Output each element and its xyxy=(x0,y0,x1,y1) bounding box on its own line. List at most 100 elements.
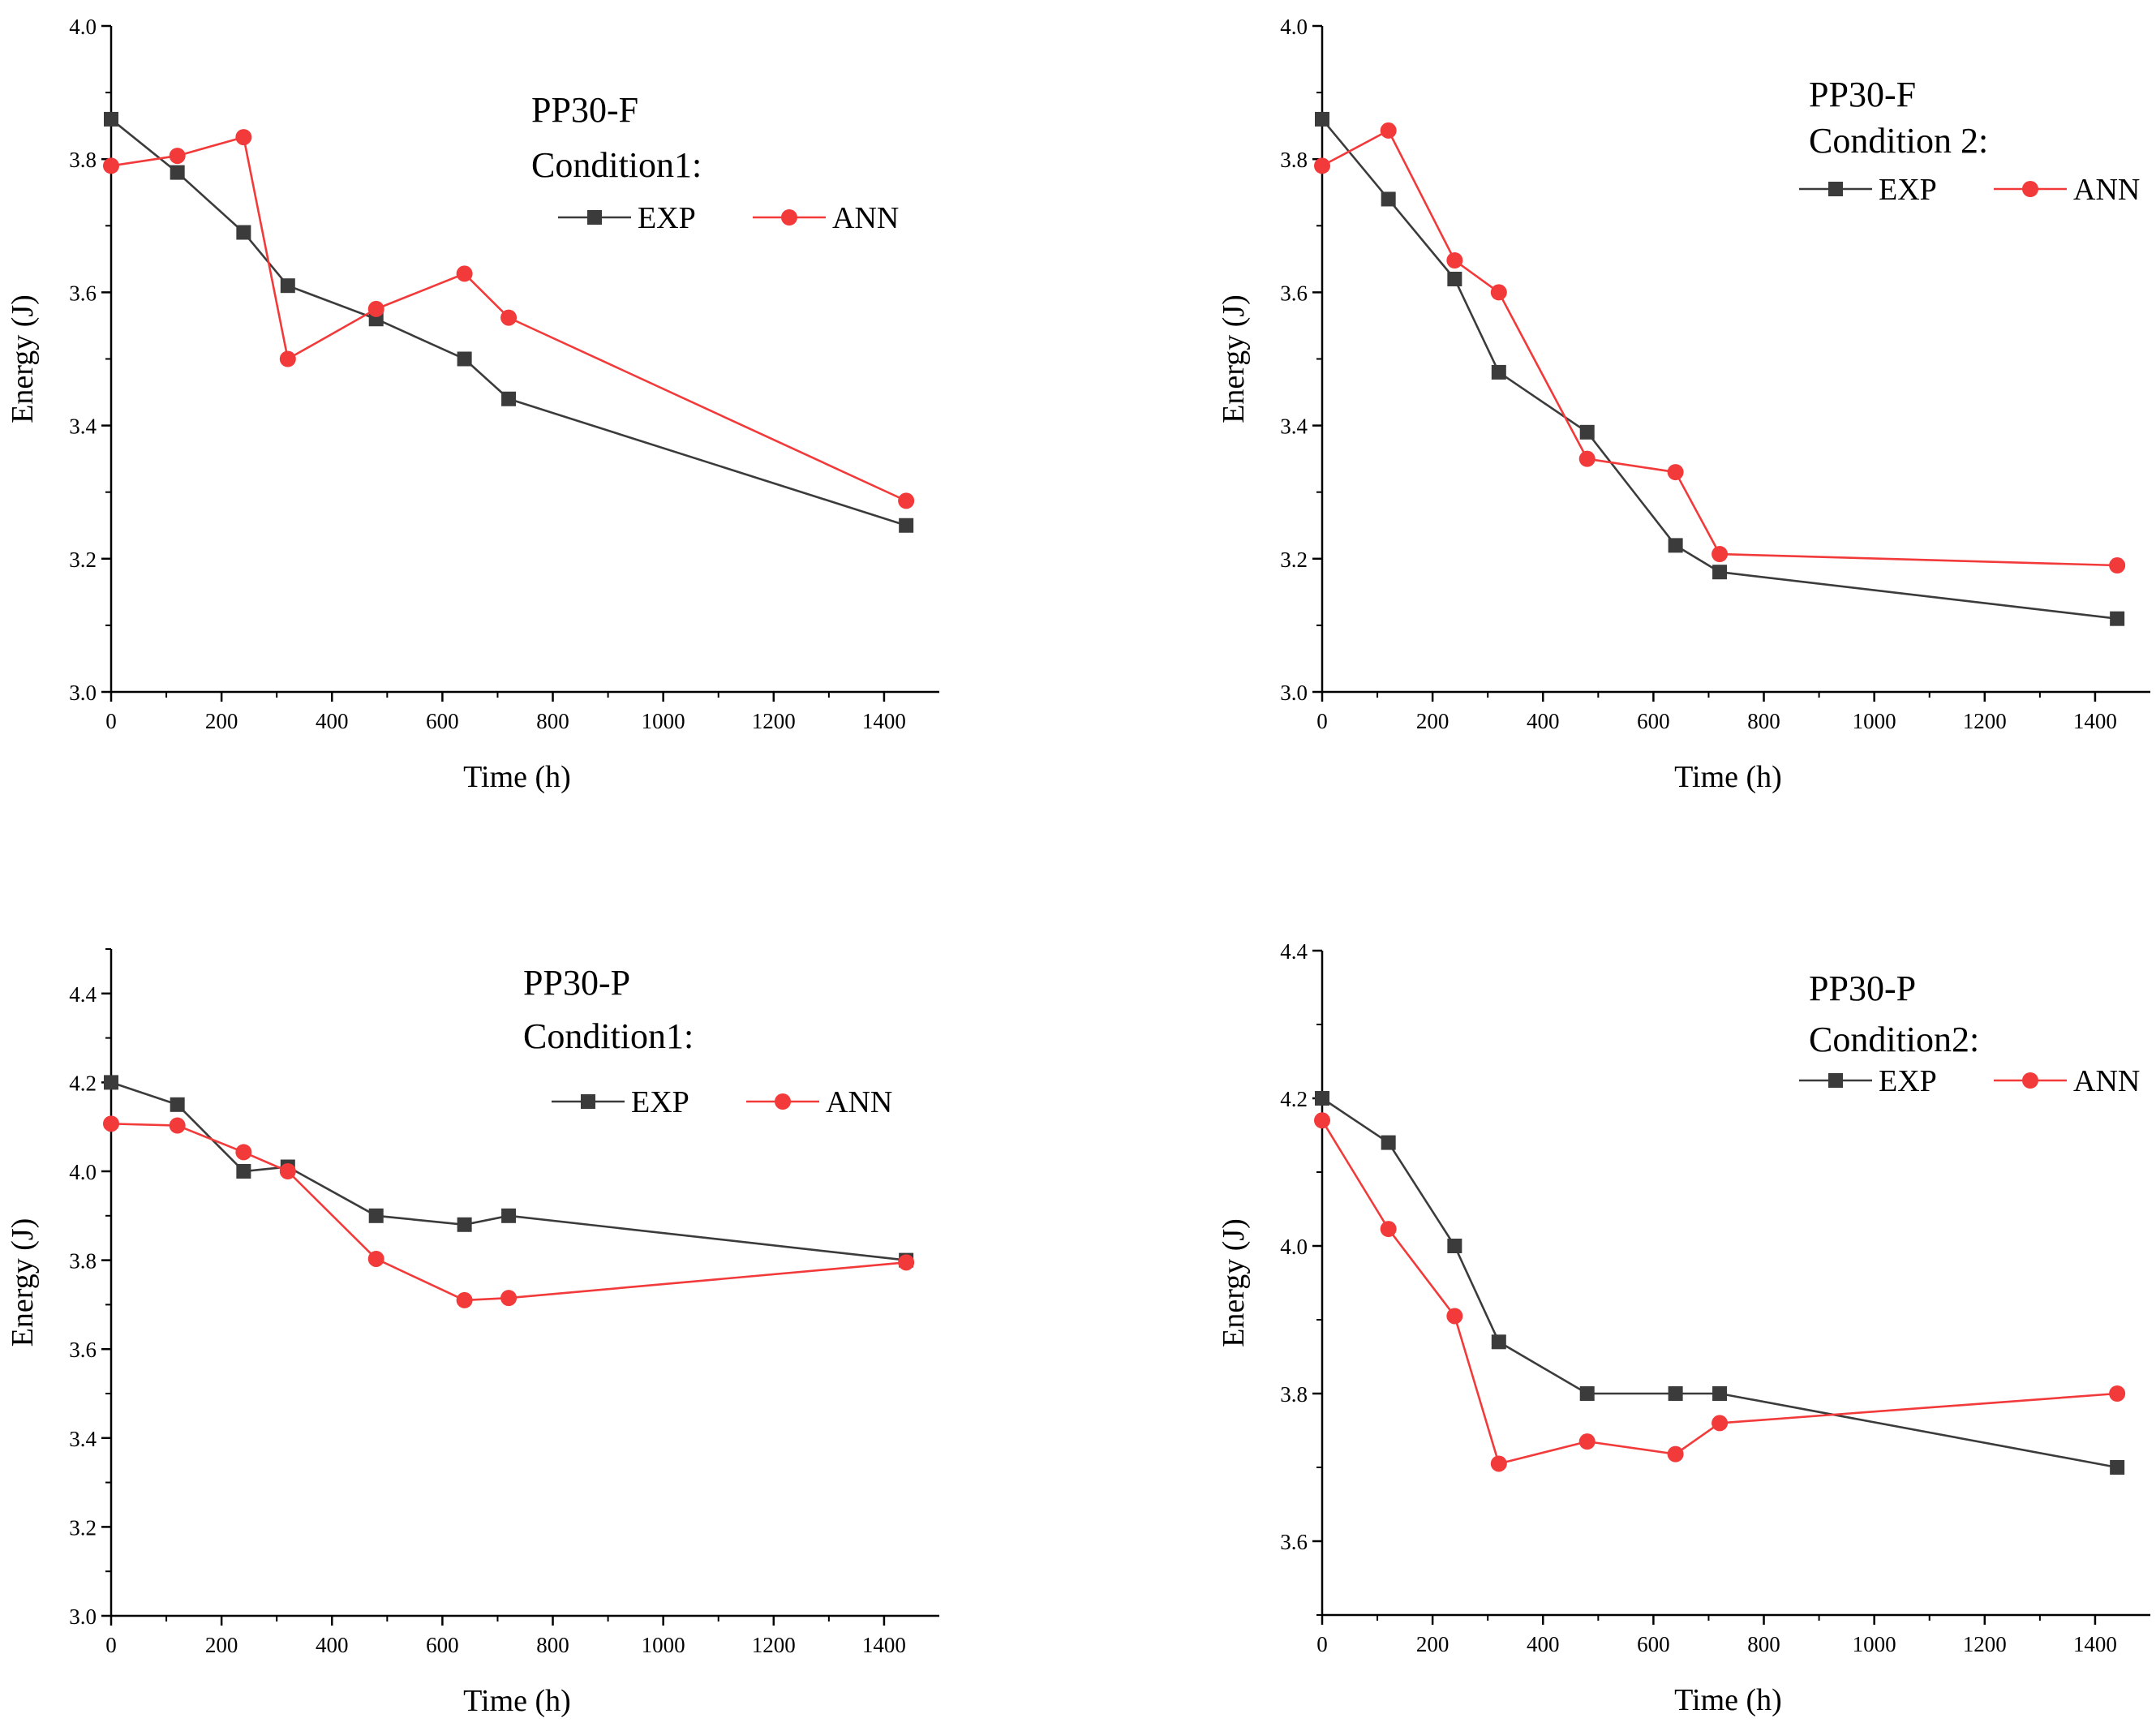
series-line-exp xyxy=(110,1081,907,1261)
data-point-ann xyxy=(169,148,186,165)
data-point-exp xyxy=(457,1217,472,1232)
data-point-exp xyxy=(1381,191,1396,207)
series-line-exp xyxy=(1321,1097,2118,1469)
data-point-exp xyxy=(104,111,118,127)
y-tick-label: 4.0 xyxy=(1280,15,1308,39)
x-tick-label: 1400 xyxy=(862,709,906,733)
data-point-exp xyxy=(1491,1334,1506,1350)
y-tick-label: 3.8 xyxy=(69,148,97,172)
data-point-ann xyxy=(367,1250,384,1267)
data-point-ann xyxy=(898,1254,915,1271)
data-point-exp xyxy=(236,1164,251,1179)
x-tick-label: 1000 xyxy=(1853,1632,1896,1656)
data-point-ann xyxy=(1711,546,1729,563)
data-point-ann xyxy=(1711,1415,1729,1432)
data-point-ann xyxy=(235,1144,252,1161)
legend-marker-exp xyxy=(587,210,602,225)
legend-label-ann: ANN xyxy=(2073,173,2140,207)
x-axis-title: Time (h) xyxy=(463,760,571,794)
data-point-ann xyxy=(1446,251,1463,268)
series-exp xyxy=(104,111,914,533)
legend-label-ann: ANN xyxy=(826,1085,892,1119)
series-line-exp xyxy=(110,118,907,526)
data-point-ann xyxy=(279,1163,296,1179)
data-point-ann xyxy=(279,350,296,367)
data-point-ann xyxy=(103,157,119,174)
x-tick-label: 200 xyxy=(1416,709,1450,733)
x-tick-label: 800 xyxy=(536,709,569,733)
data-point-ann xyxy=(1314,157,1330,174)
y-tick-label: 3.4 xyxy=(1280,414,1308,439)
data-point-ann xyxy=(500,1290,518,1307)
data-point-ann xyxy=(456,265,473,282)
data-point-ann xyxy=(103,1115,119,1132)
legend: EXP ANN xyxy=(558,201,899,235)
y-tick-label: 4.0 xyxy=(69,15,97,39)
chart-title-line-1: PP30-F xyxy=(531,90,638,130)
x-tick-label: 0 xyxy=(105,1633,117,1657)
y-tick-label: 4.2 xyxy=(1280,1087,1308,1111)
x-tick-label: 400 xyxy=(316,1633,349,1657)
data-point-exp xyxy=(1315,111,1329,127)
data-point-ann xyxy=(898,492,915,509)
x-tick-label: 0 xyxy=(1316,709,1328,733)
x-tick-label: 400 xyxy=(316,709,349,733)
data-point-ann xyxy=(1490,1455,1507,1472)
y-tick-label: 3.0 xyxy=(69,681,97,705)
x-tick-label: 600 xyxy=(426,1633,459,1657)
data-point-ann xyxy=(169,1117,186,1134)
legend-label-exp: EXP xyxy=(1879,173,1937,207)
x-tick-label: 1200 xyxy=(1963,709,2007,733)
series-exp xyxy=(104,1075,914,1268)
series-ann xyxy=(103,1115,915,1308)
y-tick-label: 4.4 xyxy=(69,982,97,1007)
series-ann xyxy=(1314,1112,2126,1472)
x-tick-label: 1400 xyxy=(2073,709,2117,733)
data-point-ann xyxy=(1380,122,1397,139)
x-tick-label: 1000 xyxy=(1853,709,1896,733)
data-point-exp xyxy=(1315,1091,1329,1106)
data-point-exp xyxy=(1712,565,1728,580)
y-tick-label: 3.6 xyxy=(69,1338,97,1362)
data-point-exp xyxy=(1668,538,1683,553)
y-tick-label: 3.0 xyxy=(1280,681,1308,705)
data-point-ann xyxy=(1667,1445,1684,1463)
y-tick-label: 3.4 xyxy=(69,414,97,439)
data-point-exp xyxy=(1668,1386,1683,1401)
data-point-ann xyxy=(1314,1112,1330,1129)
x-tick-label: 1000 xyxy=(642,1633,685,1657)
data-point-exp xyxy=(368,1208,384,1223)
data-point-exp xyxy=(1579,424,1595,440)
data-point-ann xyxy=(1578,450,1596,467)
y-tick-label: 3.2 xyxy=(1280,548,1308,572)
legend-marker-ann xyxy=(781,209,797,226)
x-axis-title: Time (h) xyxy=(1674,760,1782,794)
data-point-exp xyxy=(280,278,295,294)
data-point-ann xyxy=(1667,464,1684,481)
legend-marker-exp xyxy=(1828,182,1843,196)
series-line-ann xyxy=(1321,1119,2118,1466)
data-point-exp xyxy=(501,1208,517,1223)
data-point-exp xyxy=(1491,364,1506,380)
y-tick-label: 3.6 xyxy=(69,281,97,305)
legend-label-ann: ANN xyxy=(2073,1064,2140,1098)
legend-label-exp: EXP xyxy=(1879,1064,1937,1098)
y-tick-label: 3.0 xyxy=(69,1604,97,1629)
y-tick-label: 4.4 xyxy=(1280,939,1308,964)
x-tick-label: 800 xyxy=(536,1633,569,1657)
x-tick-label: 800 xyxy=(1747,709,1780,733)
y-tick-label: 3.6 xyxy=(1280,1530,1308,1554)
data-point-ann xyxy=(2109,1385,2126,1402)
y-tick-label: 3.8 xyxy=(69,1249,97,1274)
chart-title-line-2: Condition1: xyxy=(531,145,702,185)
series-line-ann xyxy=(110,135,907,502)
x-tick-label: 1400 xyxy=(862,1633,906,1657)
x-tick-label: 1200 xyxy=(1963,1632,2007,1656)
x-tick-label: 0 xyxy=(1316,1632,1328,1656)
chart-title-line-1: PP30-F xyxy=(1809,75,1916,114)
data-point-ann xyxy=(2109,557,2126,574)
x-tick-label: 200 xyxy=(1416,1632,1450,1656)
data-point-exp xyxy=(170,1097,185,1112)
chart-panel-1: 0 200 400 600 800 1000 1200 1400 3.0 3.2 3.4 3.6 3.8… xyxy=(6,15,939,794)
